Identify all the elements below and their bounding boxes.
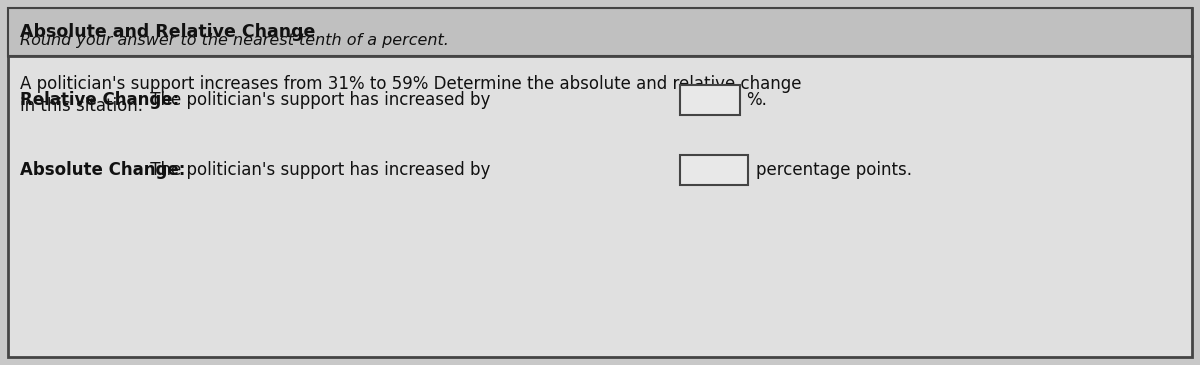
FancyBboxPatch shape (8, 8, 1192, 56)
Text: percentage points.: percentage points. (756, 161, 912, 179)
Text: Relative Change:: Relative Change: (20, 91, 179, 109)
Text: A politician's support increases from 31% to 59% Determine the absolute and rela: A politician's support increases from 31… (20, 75, 802, 93)
Text: The politician's support has increased by: The politician's support has increased b… (145, 91, 491, 109)
Text: %.: %. (746, 91, 767, 109)
FancyBboxPatch shape (680, 155, 748, 185)
FancyBboxPatch shape (8, 8, 1192, 357)
FancyBboxPatch shape (680, 85, 740, 115)
Text: The politician's support has increased by: The politician's support has increased b… (145, 161, 491, 179)
Text: Absolute and Relative Change: Absolute and Relative Change (20, 23, 316, 41)
Text: Absolute Change:: Absolute Change: (20, 161, 185, 179)
Text: in this sitation.: in this sitation. (20, 97, 143, 115)
Text: Round your answer to the nearest tenth of a percent.: Round your answer to the nearest tenth o… (20, 32, 449, 47)
